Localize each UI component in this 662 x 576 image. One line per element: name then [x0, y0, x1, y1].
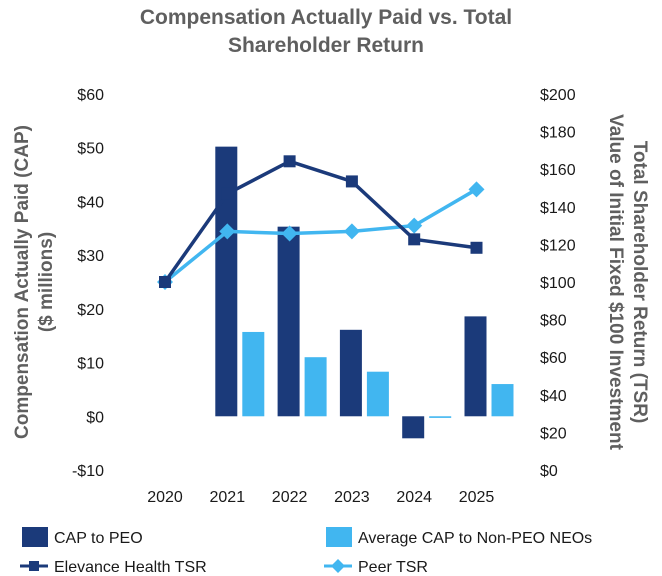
x-tick-label: 2023	[334, 489, 370, 506]
right-tick-label: $100	[540, 275, 576, 292]
legend-label-peer: Peer TSR	[358, 559, 428, 576]
left-axis-label: Compensation Actually Paid (CAP) ($ mill…	[12, 125, 57, 439]
x-axis-ticks: 2020 2021 2022 2023 2024 2025	[147, 489, 494, 506]
legend-marker-peer	[331, 559, 345, 573]
left-tick-label: $30	[77, 248, 104, 265]
x-tick-label: 2024	[396, 489, 432, 506]
point-elevance-2021	[221, 187, 234, 200]
left-tick-label: $50	[77, 141, 104, 158]
bars	[215, 146, 514, 439]
chart-title-line-2: Shareholder Return	[228, 34, 424, 57]
bar-cap-to-peo-2024	[402, 416, 425, 439]
point-peer-2022	[281, 225, 298, 242]
legend-swatch-non-peo	[326, 527, 352, 547]
point-elevance-2024	[408, 233, 421, 246]
x-tick-label: 2022	[272, 489, 308, 506]
right-axis-ticks: $200 $180 $160 $140 $120 $100 $80 $60 $40 $20 $0	[540, 87, 576, 480]
point-peer-2025	[468, 181, 485, 198]
right-tick-label: $140	[540, 200, 576, 217]
right-tick-label: $40	[540, 388, 567, 405]
right-tick-label: $0	[540, 463, 558, 480]
bar-non-peo-2022	[304, 357, 327, 417]
left-tick-label: -$10	[72, 463, 104, 480]
bar-cap-to-peo-2022	[277, 226, 300, 417]
right-tick-label: $120	[540, 237, 576, 254]
legend-label-elevance: Elevance Health TSR	[54, 559, 207, 576]
bar-non-peo-2023	[366, 371, 389, 417]
left-tick-label: $60	[77, 87, 104, 104]
point-peer-2023	[343, 223, 360, 240]
right-tick-label: $160	[540, 162, 576, 179]
right-axis-label-line-2: Value of Initial Fixed $100 Investment	[605, 114, 626, 450]
left-tick-label: $20	[77, 302, 104, 319]
bar-cap-to-peo-2025	[464, 316, 487, 417]
point-elevance-2022	[283, 155, 296, 168]
point-peer-2024	[406, 217, 423, 234]
left-tick-label: $10	[77, 356, 104, 373]
left-tick-label: $40	[77, 194, 104, 211]
right-tick-label: $80	[540, 313, 567, 330]
left-axis-ticks: $60 $50 $40 $30 $20 $10 $0 -$10	[72, 87, 104, 480]
bar-cap-to-peo-2021	[215, 146, 238, 417]
legend-label-cap-to-peo: CAP to PEO	[54, 530, 143, 547]
chart-title-line-1: Compensation Actually Paid vs. Total	[140, 6, 512, 29]
right-axis-label: Total Shareholder Return (TSR) Value of …	[605, 114, 650, 450]
bar-cap-to-peo-2023	[339, 329, 362, 417]
x-tick-label: 2020	[147, 489, 183, 506]
left-axis-label-line-1: Compensation Actually Paid (CAP)	[12, 125, 33, 439]
right-tick-label: $180	[540, 125, 576, 142]
bar-non-peo-2025	[491, 384, 514, 417]
right-tick-label: $200	[540, 87, 576, 104]
right-axis-label-line-1: Total Shareholder Return (TSR)	[629, 141, 650, 424]
point-peer-2021	[219, 223, 236, 240]
line-peer	[163, 187, 478, 284]
point-elevance-2025	[470, 241, 483, 254]
legend-swatch-cap-to-peo	[22, 527, 48, 547]
legend: CAP to PEO Average CAP to Non-PEO NEOs E…	[20, 527, 592, 576]
bar-non-peo-2021	[242, 331, 265, 417]
left-tick-label: $0	[86, 409, 104, 426]
point-elevance-2023	[345, 175, 358, 188]
point-elevance-2020	[159, 276, 171, 288]
right-tick-label: $20	[540, 425, 567, 442]
right-tick-label: $60	[540, 350, 567, 367]
x-tick-label: 2025	[459, 489, 495, 506]
tsr-lines	[157, 155, 485, 290]
x-tick-label: 2021	[210, 489, 246, 506]
bar-non-peo-2024	[429, 416, 452, 418]
line-elevance	[163, 159, 477, 284]
left-axis-label-line-2: ($ millions)	[36, 232, 57, 332]
legend-label-non-peo: Average CAP to Non-PEO NEOs	[358, 530, 592, 547]
legend-marker-elevance	[29, 561, 39, 571]
